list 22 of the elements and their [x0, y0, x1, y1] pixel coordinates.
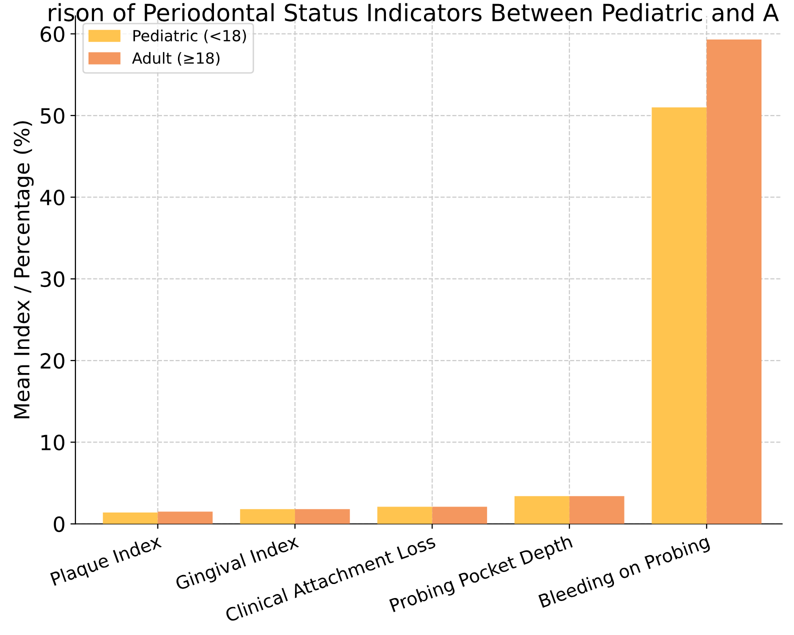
y-tick-label: 20	[40, 352, 64, 369]
bar	[158, 512, 213, 524]
legend-label: Pediatric (<18)	[133, 30, 246, 44]
bar	[432, 506, 488, 524]
bar	[706, 40, 762, 524]
y-tick-label: 50	[40, 108, 64, 124]
x-tick-label: Plaque Index	[50, 534, 164, 590]
y-tick-label: 60	[40, 26, 64, 42]
bar	[569, 496, 624, 524]
bar	[514, 496, 570, 524]
y-tick-label: 10	[41, 434, 64, 450]
y-tick-label: 30	[40, 271, 64, 288]
legend-label: Adult (≥18)	[132, 52, 220, 66]
y-tick-label: 40	[40, 190, 64, 206]
y-axis-title: Mean Index / Percentage (%)	[13, 121, 34, 418]
bar	[102, 512, 158, 524]
bar	[240, 509, 295, 524]
bar	[294, 509, 350, 524]
chart-title: rison of Periodontal Status Indicators Between Pediatric and A	[48, 3, 779, 22]
bar	[652, 107, 707, 524]
y-tick-label: 0	[54, 516, 64, 532]
bar	[377, 506, 432, 524]
